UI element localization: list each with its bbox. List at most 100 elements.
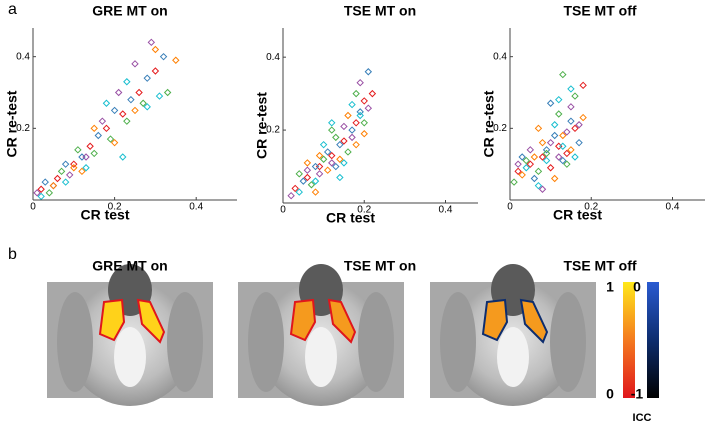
data-point bbox=[563, 160, 571, 168]
data-point bbox=[364, 104, 373, 112]
data-point bbox=[49, 181, 58, 190]
data-point bbox=[571, 124, 579, 133]
data-point bbox=[340, 137, 348, 145]
data-point bbox=[295, 170, 303, 178]
data-point bbox=[303, 166, 312, 174]
data-point bbox=[530, 174, 539, 183]
data-point bbox=[534, 167, 543, 176]
colorbar-label: ICC bbox=[633, 412, 652, 424]
y-axis-label: CR re-test bbox=[481, 90, 497, 157]
data-point bbox=[352, 89, 360, 98]
data-point bbox=[555, 142, 563, 150]
colorbar-tick: -1 bbox=[631, 386, 644, 402]
data-point bbox=[522, 164, 530, 172]
data-point bbox=[82, 164, 90, 172]
image-title: TSE MT on bbox=[344, 258, 416, 274]
colorbar-tick: 0 bbox=[606, 386, 614, 402]
data-point bbox=[123, 78, 131, 86]
data-point bbox=[518, 153, 526, 161]
data-point bbox=[311, 162, 320, 171]
data-point bbox=[37, 192, 45, 201]
data-point bbox=[102, 99, 111, 107]
data-point bbox=[336, 140, 344, 149]
x-tick-label: 0 bbox=[507, 202, 513, 213]
x-tick-label: 0.4 bbox=[189, 202, 203, 213]
data-point bbox=[579, 81, 587, 90]
y-tick-label: 0.2 bbox=[493, 123, 507, 134]
brain-images bbox=[47, 264, 596, 406]
data-point bbox=[550, 121, 559, 129]
data-point bbox=[323, 148, 332, 156]
data-point bbox=[340, 122, 348, 131]
colorbar-positive bbox=[623, 282, 635, 398]
data-point bbox=[315, 162, 324, 171]
data-point bbox=[61, 160, 70, 168]
y-tick-label: 0.4 bbox=[266, 52, 280, 63]
data-point bbox=[172, 56, 180, 64]
roi-right bbox=[136, 298, 166, 344]
data-point bbox=[41, 178, 49, 186]
data-point bbox=[323, 166, 332, 174]
data-point bbox=[534, 181, 543, 190]
data-point bbox=[151, 67, 160, 75]
data-point bbox=[510, 178, 518, 186]
data-point bbox=[299, 177, 308, 185]
data-point bbox=[344, 111, 352, 120]
mri-cortex bbox=[57, 292, 93, 392]
data-point bbox=[143, 74, 151, 82]
data-point bbox=[102, 124, 111, 133]
panel-label: a bbox=[8, 1, 17, 18]
y-axis-label: CR re-test bbox=[254, 92, 270, 159]
data-point bbox=[546, 99, 555, 107]
y-tick-label: 0.2 bbox=[266, 125, 280, 136]
data-point bbox=[139, 99, 147, 107]
data-point bbox=[356, 108, 364, 116]
data-point bbox=[328, 119, 336, 127]
data-point bbox=[567, 146, 575, 154]
data-point bbox=[143, 103, 151, 111]
mri-cortex bbox=[358, 292, 394, 392]
data-point bbox=[559, 131, 567, 140]
data-point bbox=[53, 174, 62, 183]
data-point bbox=[348, 126, 356, 134]
data-point bbox=[328, 151, 336, 160]
data-point bbox=[110, 138, 119, 147]
data-point bbox=[542, 146, 551, 154]
data-point bbox=[131, 106, 139, 115]
data-point bbox=[546, 164, 555, 172]
data-point bbox=[538, 153, 547, 161]
data-point bbox=[78, 167, 86, 176]
data-point bbox=[567, 117, 575, 125]
data-point bbox=[147, 38, 156, 47]
x-tick-label: 0.2 bbox=[357, 205, 371, 216]
data-point bbox=[352, 119, 360, 127]
data-point bbox=[546, 138, 555, 147]
y-tick-label: 0.2 bbox=[16, 123, 30, 134]
x-tick-label: 0 bbox=[30, 202, 36, 213]
mri-midline bbox=[114, 327, 146, 387]
data-point bbox=[360, 119, 368, 127]
data-point bbox=[542, 149, 551, 158]
data-point bbox=[98, 117, 107, 125]
data-point bbox=[559, 70, 567, 79]
data-point bbox=[114, 88, 123, 97]
data-point bbox=[555, 95, 563, 104]
data-point bbox=[360, 130, 368, 138]
mri-cortex bbox=[248, 292, 284, 392]
data-point bbox=[119, 153, 127, 161]
chart-title: GRE MT on bbox=[92, 3, 167, 19]
x-tick-label: 0.4 bbox=[666, 202, 680, 213]
x-tick-label: 0.2 bbox=[584, 202, 598, 213]
data-point bbox=[315, 170, 324, 178]
data-point bbox=[563, 149, 571, 158]
mri-cortex bbox=[167, 292, 203, 392]
data-point bbox=[567, 85, 575, 93]
data-point bbox=[151, 45, 160, 54]
data-point bbox=[66, 171, 74, 179]
data-point bbox=[49, 181, 58, 190]
data-point bbox=[131, 60, 139, 68]
data-point bbox=[559, 142, 567, 150]
data-point bbox=[94, 131, 102, 140]
data-point bbox=[360, 97, 368, 105]
data-point bbox=[555, 153, 563, 161]
